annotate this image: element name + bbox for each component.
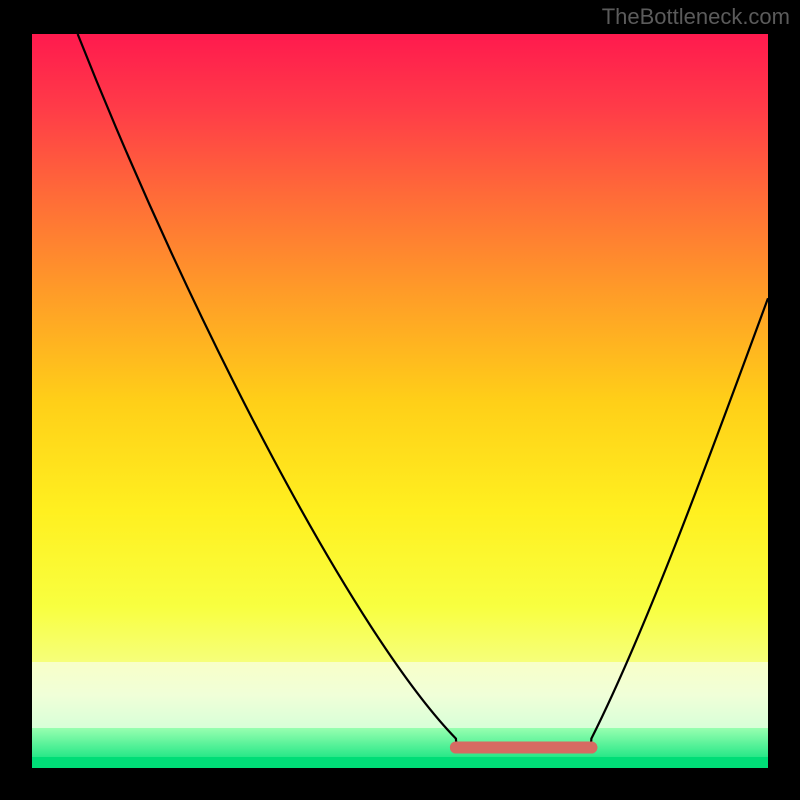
curve-layer — [32, 34, 768, 768]
valley-endcap-right — [585, 741, 597, 753]
attribution-text: TheBottleneck.com — [602, 4, 790, 30]
plot-area — [32, 34, 768, 768]
bottleneck-curve — [78, 34, 768, 747]
chart-container: TheBottleneck.com — [0, 0, 800, 800]
valley-endcap-left — [450, 741, 462, 753]
